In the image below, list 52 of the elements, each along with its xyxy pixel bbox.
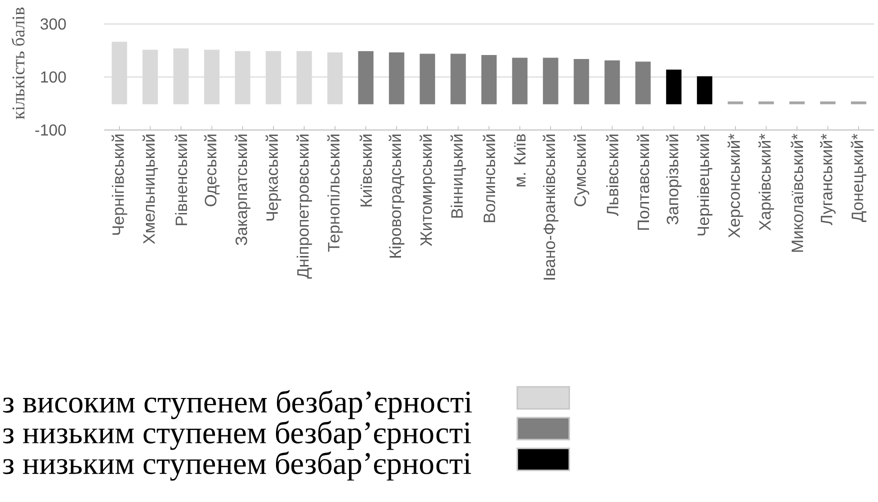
bar bbox=[204, 50, 220, 104]
legend-label: з низьким ступенем безбар’єрності bbox=[3, 451, 472, 481]
bar bbox=[420, 54, 436, 104]
bar bbox=[112, 42, 128, 104]
bar bbox=[512, 58, 528, 104]
y-tick-label: -100 bbox=[35, 124, 66, 136]
x-tick-label: Луганський* bbox=[820, 134, 836, 226]
x-tick-label: Рівненський bbox=[174, 134, 188, 226]
bar bbox=[234, 51, 250, 104]
x-tick-label: Херсонський* bbox=[728, 134, 744, 238]
y-axis-title: кількість балів bbox=[11, 8, 24, 120]
bar bbox=[173, 48, 189, 104]
x-tick-label: Харківський* bbox=[758, 134, 774, 231]
x-tick-label: Чернівецький bbox=[696, 134, 712, 236]
x-tick-label: м. Київ bbox=[514, 134, 526, 186]
bar bbox=[574, 59, 590, 104]
x-tick-label: Сумський bbox=[574, 134, 590, 206]
bar bbox=[604, 60, 620, 104]
x-tick-label: Полтавський bbox=[636, 134, 650, 230]
x-tick-label: Закарпатський bbox=[234, 134, 250, 246]
x-tick-label: Тернопільський bbox=[327, 134, 343, 252]
bar bbox=[142, 50, 158, 104]
x-tick-label: Чернігівський bbox=[112, 134, 128, 235]
x-tick-label: Кіровоградський bbox=[388, 134, 404, 258]
x-tick-label: Одеський bbox=[204, 134, 220, 206]
x-tick-label: Донецький* bbox=[850, 134, 866, 222]
x-tick-label: Дніпропетровський bbox=[296, 134, 312, 279]
x-tick-label: Миколаївський* bbox=[790, 134, 804, 252]
bar bbox=[635, 62, 651, 104]
y-tick-label: 300 bbox=[40, 18, 66, 30]
x-tick-label: Хмельницький bbox=[142, 134, 158, 244]
legend-label: з високим ступенем безбар’єрності bbox=[3, 390, 472, 420]
bar bbox=[388, 52, 404, 104]
bar bbox=[542, 58, 558, 104]
x-tick-label: Черкаський bbox=[266, 134, 282, 221]
bar bbox=[327, 52, 343, 104]
x-tick-label: Вінницький bbox=[450, 134, 466, 218]
y-tick-label: 100 bbox=[41, 71, 66, 83]
x-tick-label: Івано-Франківський bbox=[542, 134, 558, 280]
bar bbox=[358, 51, 374, 104]
bar bbox=[266, 51, 282, 104]
legend-label: з низьким ступенем безбар’єрності bbox=[3, 420, 472, 450]
x-tick-label: Запорізький bbox=[666, 134, 682, 225]
x-tick-label: Житомирський bbox=[420, 134, 436, 246]
bar bbox=[296, 51, 312, 104]
bar bbox=[481, 55, 497, 104]
bar bbox=[666, 70, 682, 104]
bar bbox=[450, 54, 466, 104]
bar bbox=[696, 76, 712, 104]
x-tick-label: Львівський bbox=[606, 134, 618, 216]
x-tick-label: Київський bbox=[360, 134, 372, 206]
x-tick-label: Волинський bbox=[482, 134, 496, 222]
